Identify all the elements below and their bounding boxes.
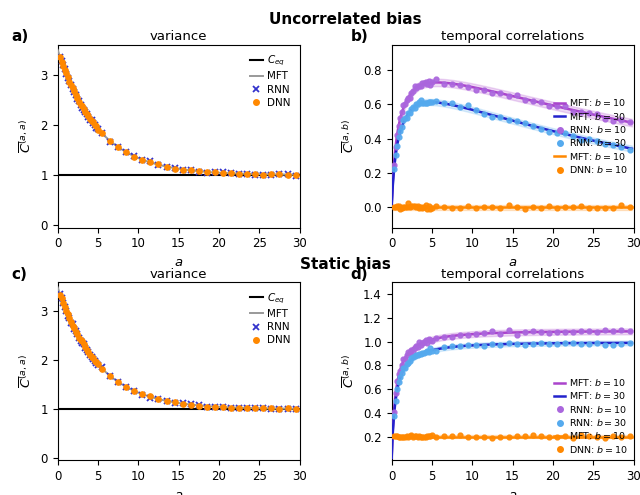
Title: temporal correlations: temporal correlations — [441, 30, 584, 44]
Legend: MFT: $b=10$, MFT: $b=30$, RNN: $b=10$, RNN: $b=30$, MFT: $b=10$, DNN: $b=10$: MFT: $b=10$, MFT: $b=30$, RNN: $b=10$, R… — [550, 373, 632, 458]
Title: variance: variance — [150, 268, 207, 281]
Title: variance: variance — [150, 30, 207, 44]
Title: temporal correlations: temporal correlations — [441, 268, 584, 281]
Text: d): d) — [351, 267, 368, 282]
Y-axis label: $\overline{C}^{(a,b)}$: $\overline{C}^{(a,b)}$ — [342, 119, 358, 153]
Text: a): a) — [12, 29, 29, 44]
Text: b): b) — [351, 29, 368, 44]
Text: Static bias: Static bias — [300, 257, 391, 272]
X-axis label: a: a — [509, 256, 516, 269]
Text: c): c) — [12, 267, 28, 282]
X-axis label: a: a — [175, 256, 182, 269]
Y-axis label: $\overline{C}^{(a,b)}$: $\overline{C}^{(a,b)}$ — [342, 354, 358, 388]
Y-axis label: $\overline{C}^{(a,a)}$: $\overline{C}^{(a,a)}$ — [19, 119, 35, 153]
Legend: $C_{eq}$, MFT, RNN, DNN: $C_{eq}$, MFT, RNN, DNN — [246, 288, 294, 349]
X-axis label: a: a — [175, 489, 182, 495]
Text: Uncorrelated bias: Uncorrelated bias — [269, 12, 422, 27]
X-axis label: a: a — [509, 489, 516, 495]
Y-axis label: $\overline{C}^{(a,a)}$: $\overline{C}^{(a,a)}$ — [19, 354, 35, 388]
Legend: $C_{eq}$, MFT, RNN, DNN: $C_{eq}$, MFT, RNN, DNN — [246, 50, 294, 112]
Legend: MFT: $b=10$, MFT: $b=30$, RNN: $b=10$, RNN: $b=30$, MFT: $b=10$, DNN: $b=10$: MFT: $b=10$, MFT: $b=30$, RNN: $b=10$, R… — [550, 94, 632, 179]
